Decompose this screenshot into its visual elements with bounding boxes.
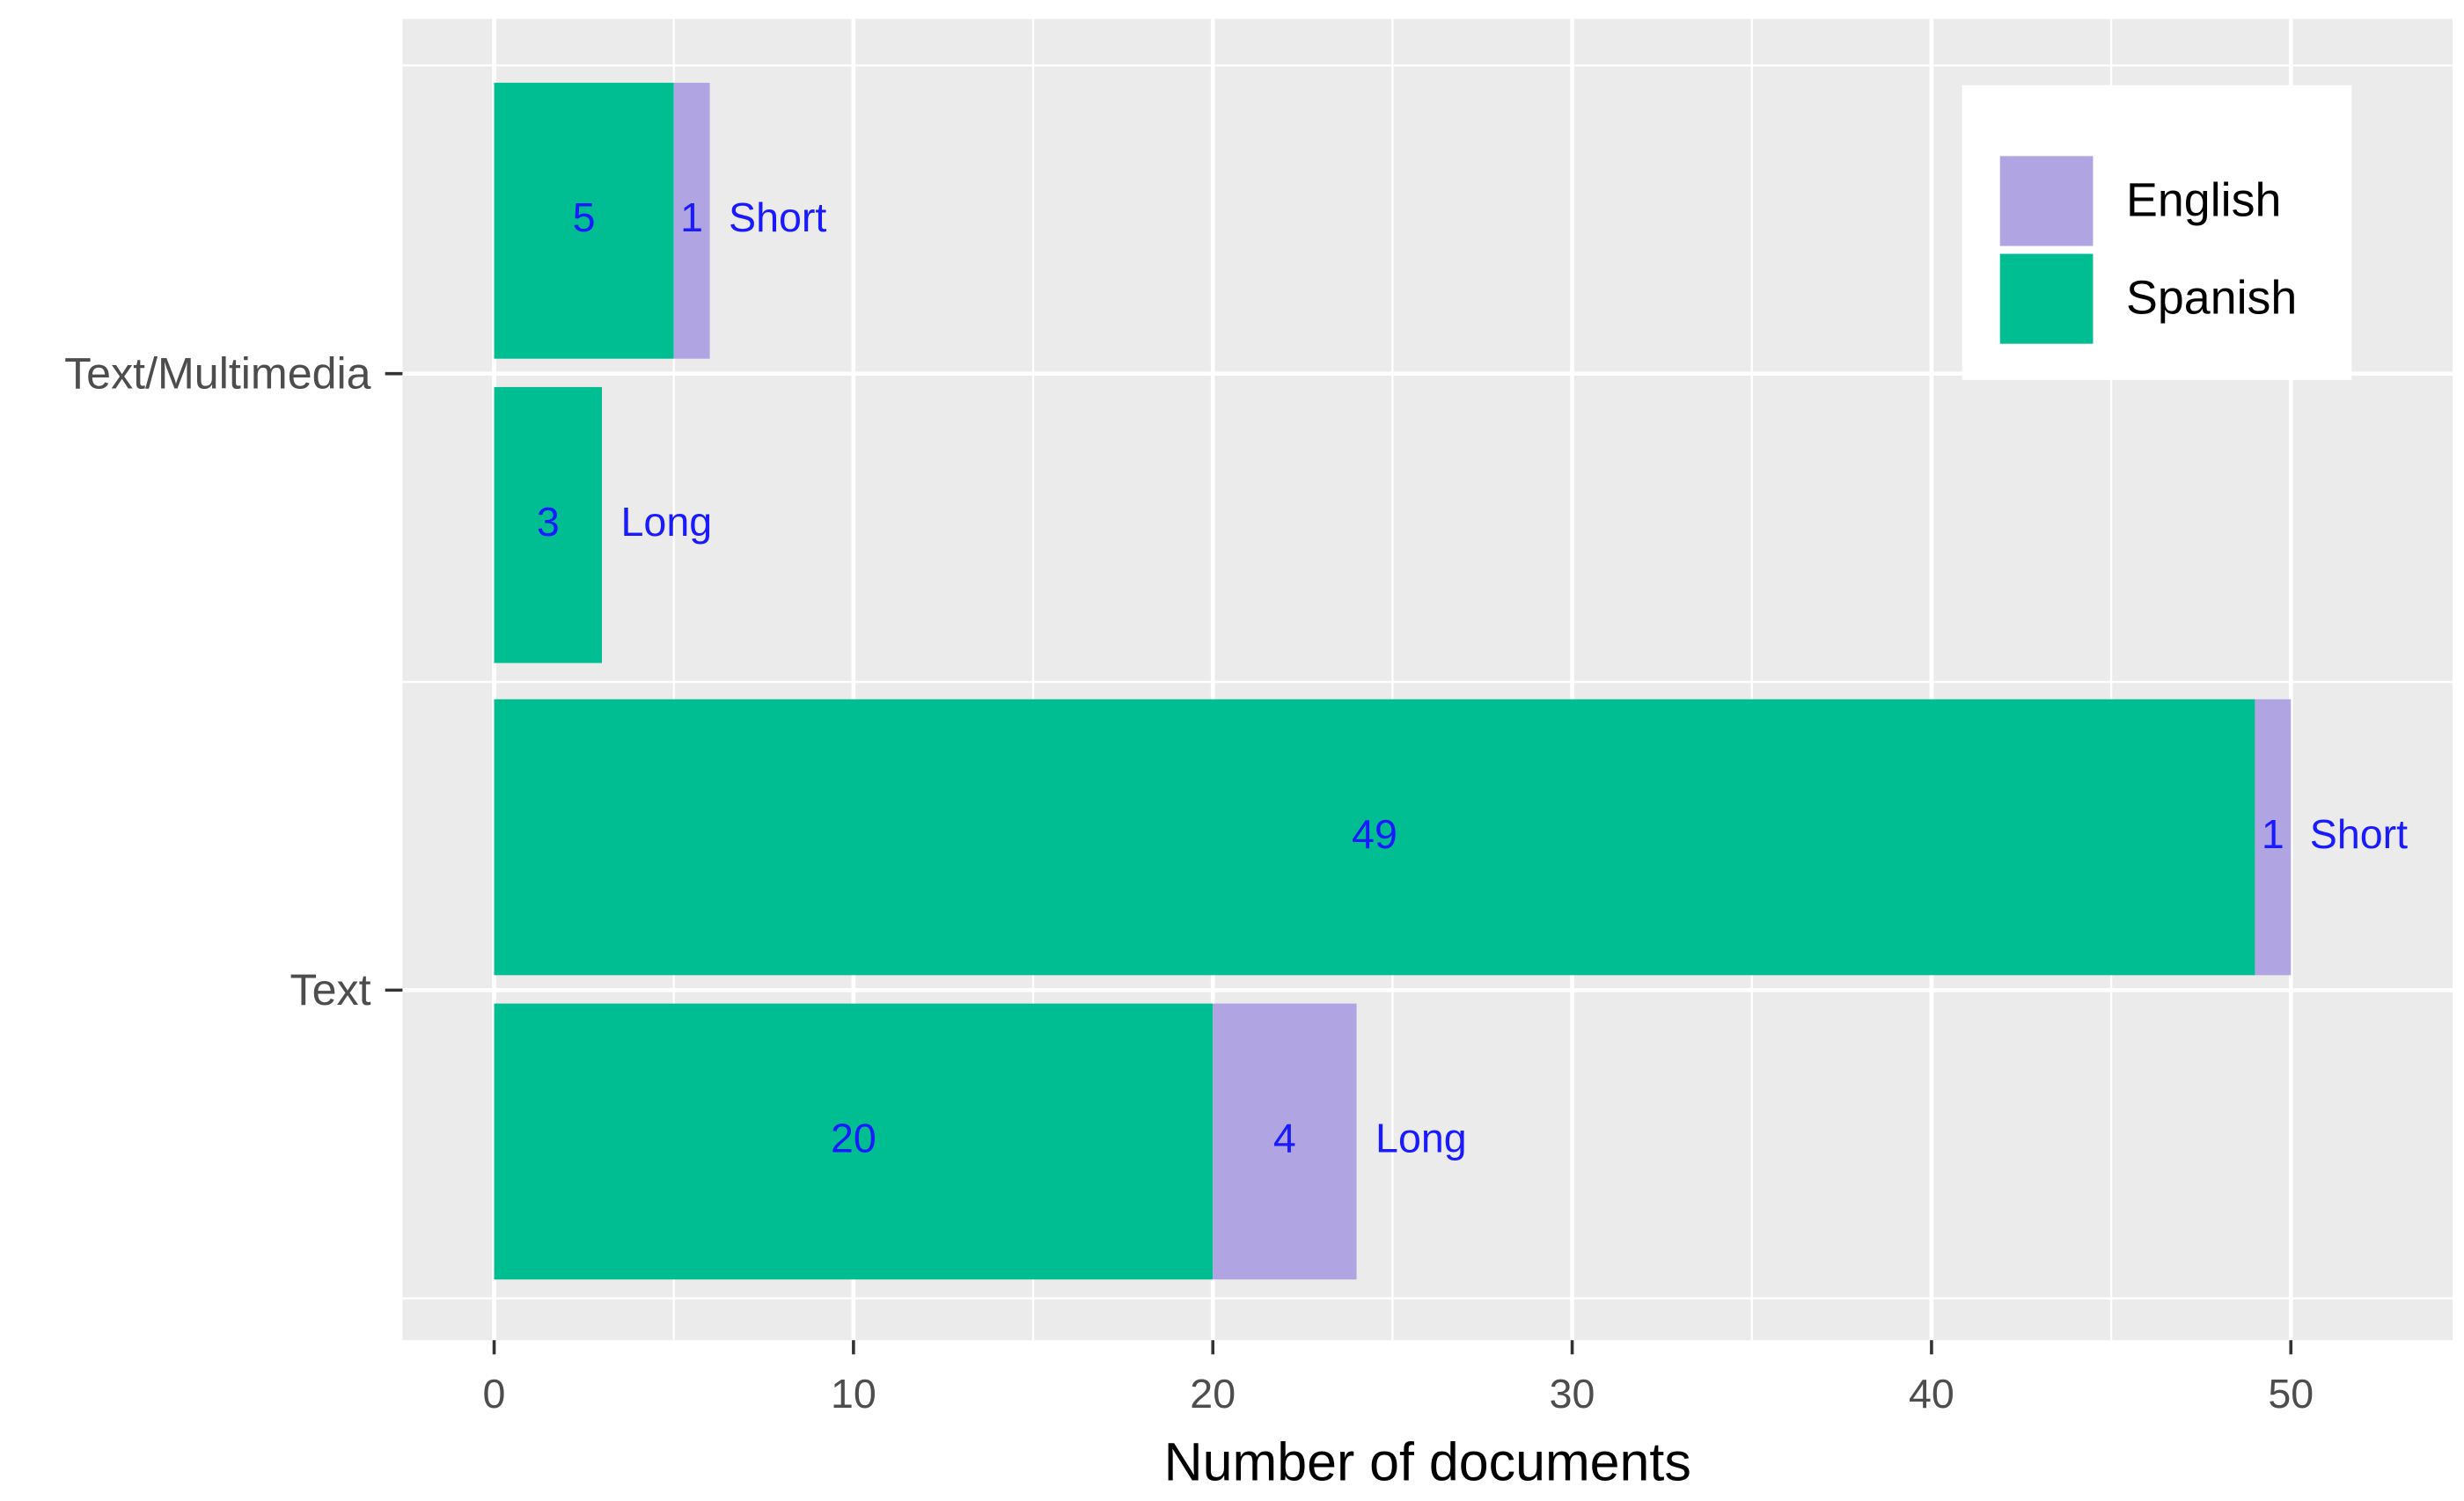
bar-label: Short [729,194,826,240]
x-axis-title: Number of documents [1164,1432,1691,1492]
bar-label: Long [1375,1116,1467,1161]
value-label: 20 [831,1116,876,1161]
x-tick-label: 40 [1909,1371,1954,1417]
x-tick-label: 30 [1550,1371,1595,1417]
bar-label: Short [2310,811,2408,857]
legend-label: Spanish [2126,271,2297,324]
x-tick-label: 10 [831,1371,876,1417]
x-tick-label: 50 [2268,1371,2314,1417]
bar-segment [494,83,674,359]
value-label: 1 [680,194,703,240]
bar-segment [2255,699,2292,976]
bar-segment [494,699,2255,976]
y-tick-label: Text [290,965,371,1014]
value-label: 49 [1352,811,1397,857]
value-label: 4 [1273,1116,1296,1161]
x-tick-label: 0 [483,1371,506,1417]
bar-segment [1213,1003,1357,1280]
legend-key [1999,156,2094,246]
y-tick-label: Text/Multimedia [64,349,371,399]
bar-segment [494,386,603,663]
bar-label: Long [621,499,713,545]
value-label: 1 [2262,811,2284,857]
bar-segment [494,1003,1214,1280]
value-label: 3 [537,499,560,545]
legend-label: English [2126,173,2281,226]
value-label: 5 [573,194,596,240]
x-tick-label: 20 [1190,1371,1236,1417]
legend-key [1999,253,2094,344]
bar-segment [673,83,710,359]
